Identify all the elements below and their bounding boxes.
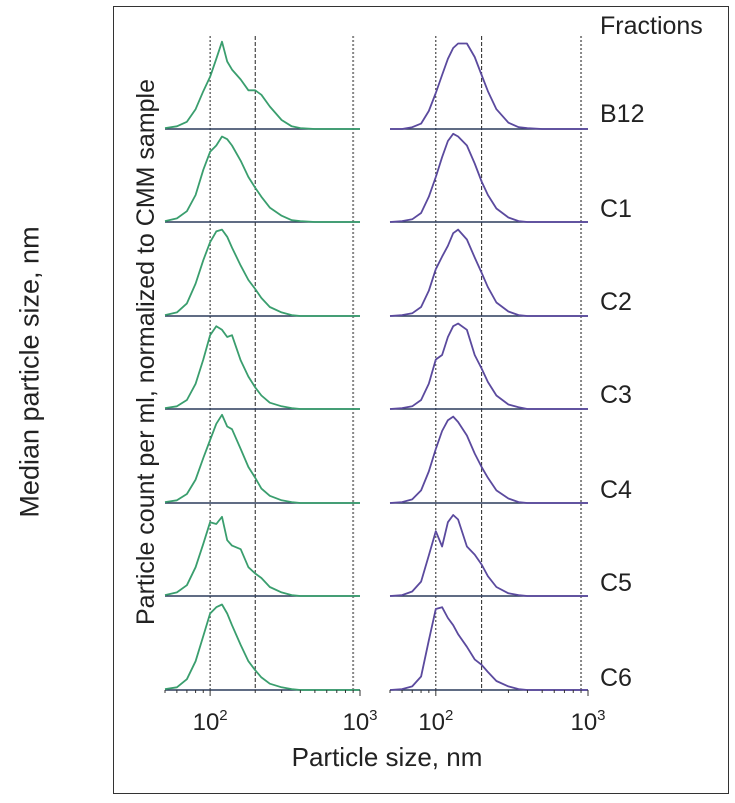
distribution-line-C6 [164, 603, 360, 691]
distribution-line-C2 [164, 228, 360, 317]
fraction-label-C2: C2 [600, 288, 632, 316]
x-tick-label: 102 [193, 707, 228, 736]
fraction-label-B12: B12 [600, 100, 644, 128]
distribution-line-C3 [389, 322, 588, 410]
y-axis-label: Particle count per ml, normalized to CMM… [132, 79, 160, 625]
panel-1: 102 103 [164, 36, 378, 736]
distribution-line-C1 [389, 132, 588, 223]
panel-2: 102 103 [389, 36, 606, 736]
distribution-line-C1 [164, 135, 360, 223]
distribution-line-C2 [389, 228, 588, 317]
x-tick-label: 103 [342, 707, 377, 736]
figure-frame [113, 6, 729, 794]
legend-title: Fractions [600, 12, 703, 40]
distribution-line-C4 [389, 415, 588, 504]
fraction-label-C4: C4 [600, 476, 632, 504]
distribution-line-C6 [389, 606, 588, 691]
x-axis-label: Particle size, nm [292, 742, 483, 772]
fraction-label-C1: C1 [600, 195, 632, 223]
fraction-label-C5: C5 [600, 569, 632, 597]
x-tick-label: 102 [418, 707, 453, 736]
distribution-line-C5 [389, 514, 588, 597]
distribution-line-C4 [164, 413, 360, 504]
distribution-line-C5 [164, 515, 360, 597]
distribution-line-C3 [164, 325, 360, 410]
fraction-label-C6: C6 [600, 664, 632, 692]
distribution-line-B12 [164, 40, 360, 130]
distribution-line-B12 [390, 42, 588, 130]
x-tick-label: 103 [570, 707, 605, 736]
fraction-label-C3: C3 [600, 381, 632, 409]
